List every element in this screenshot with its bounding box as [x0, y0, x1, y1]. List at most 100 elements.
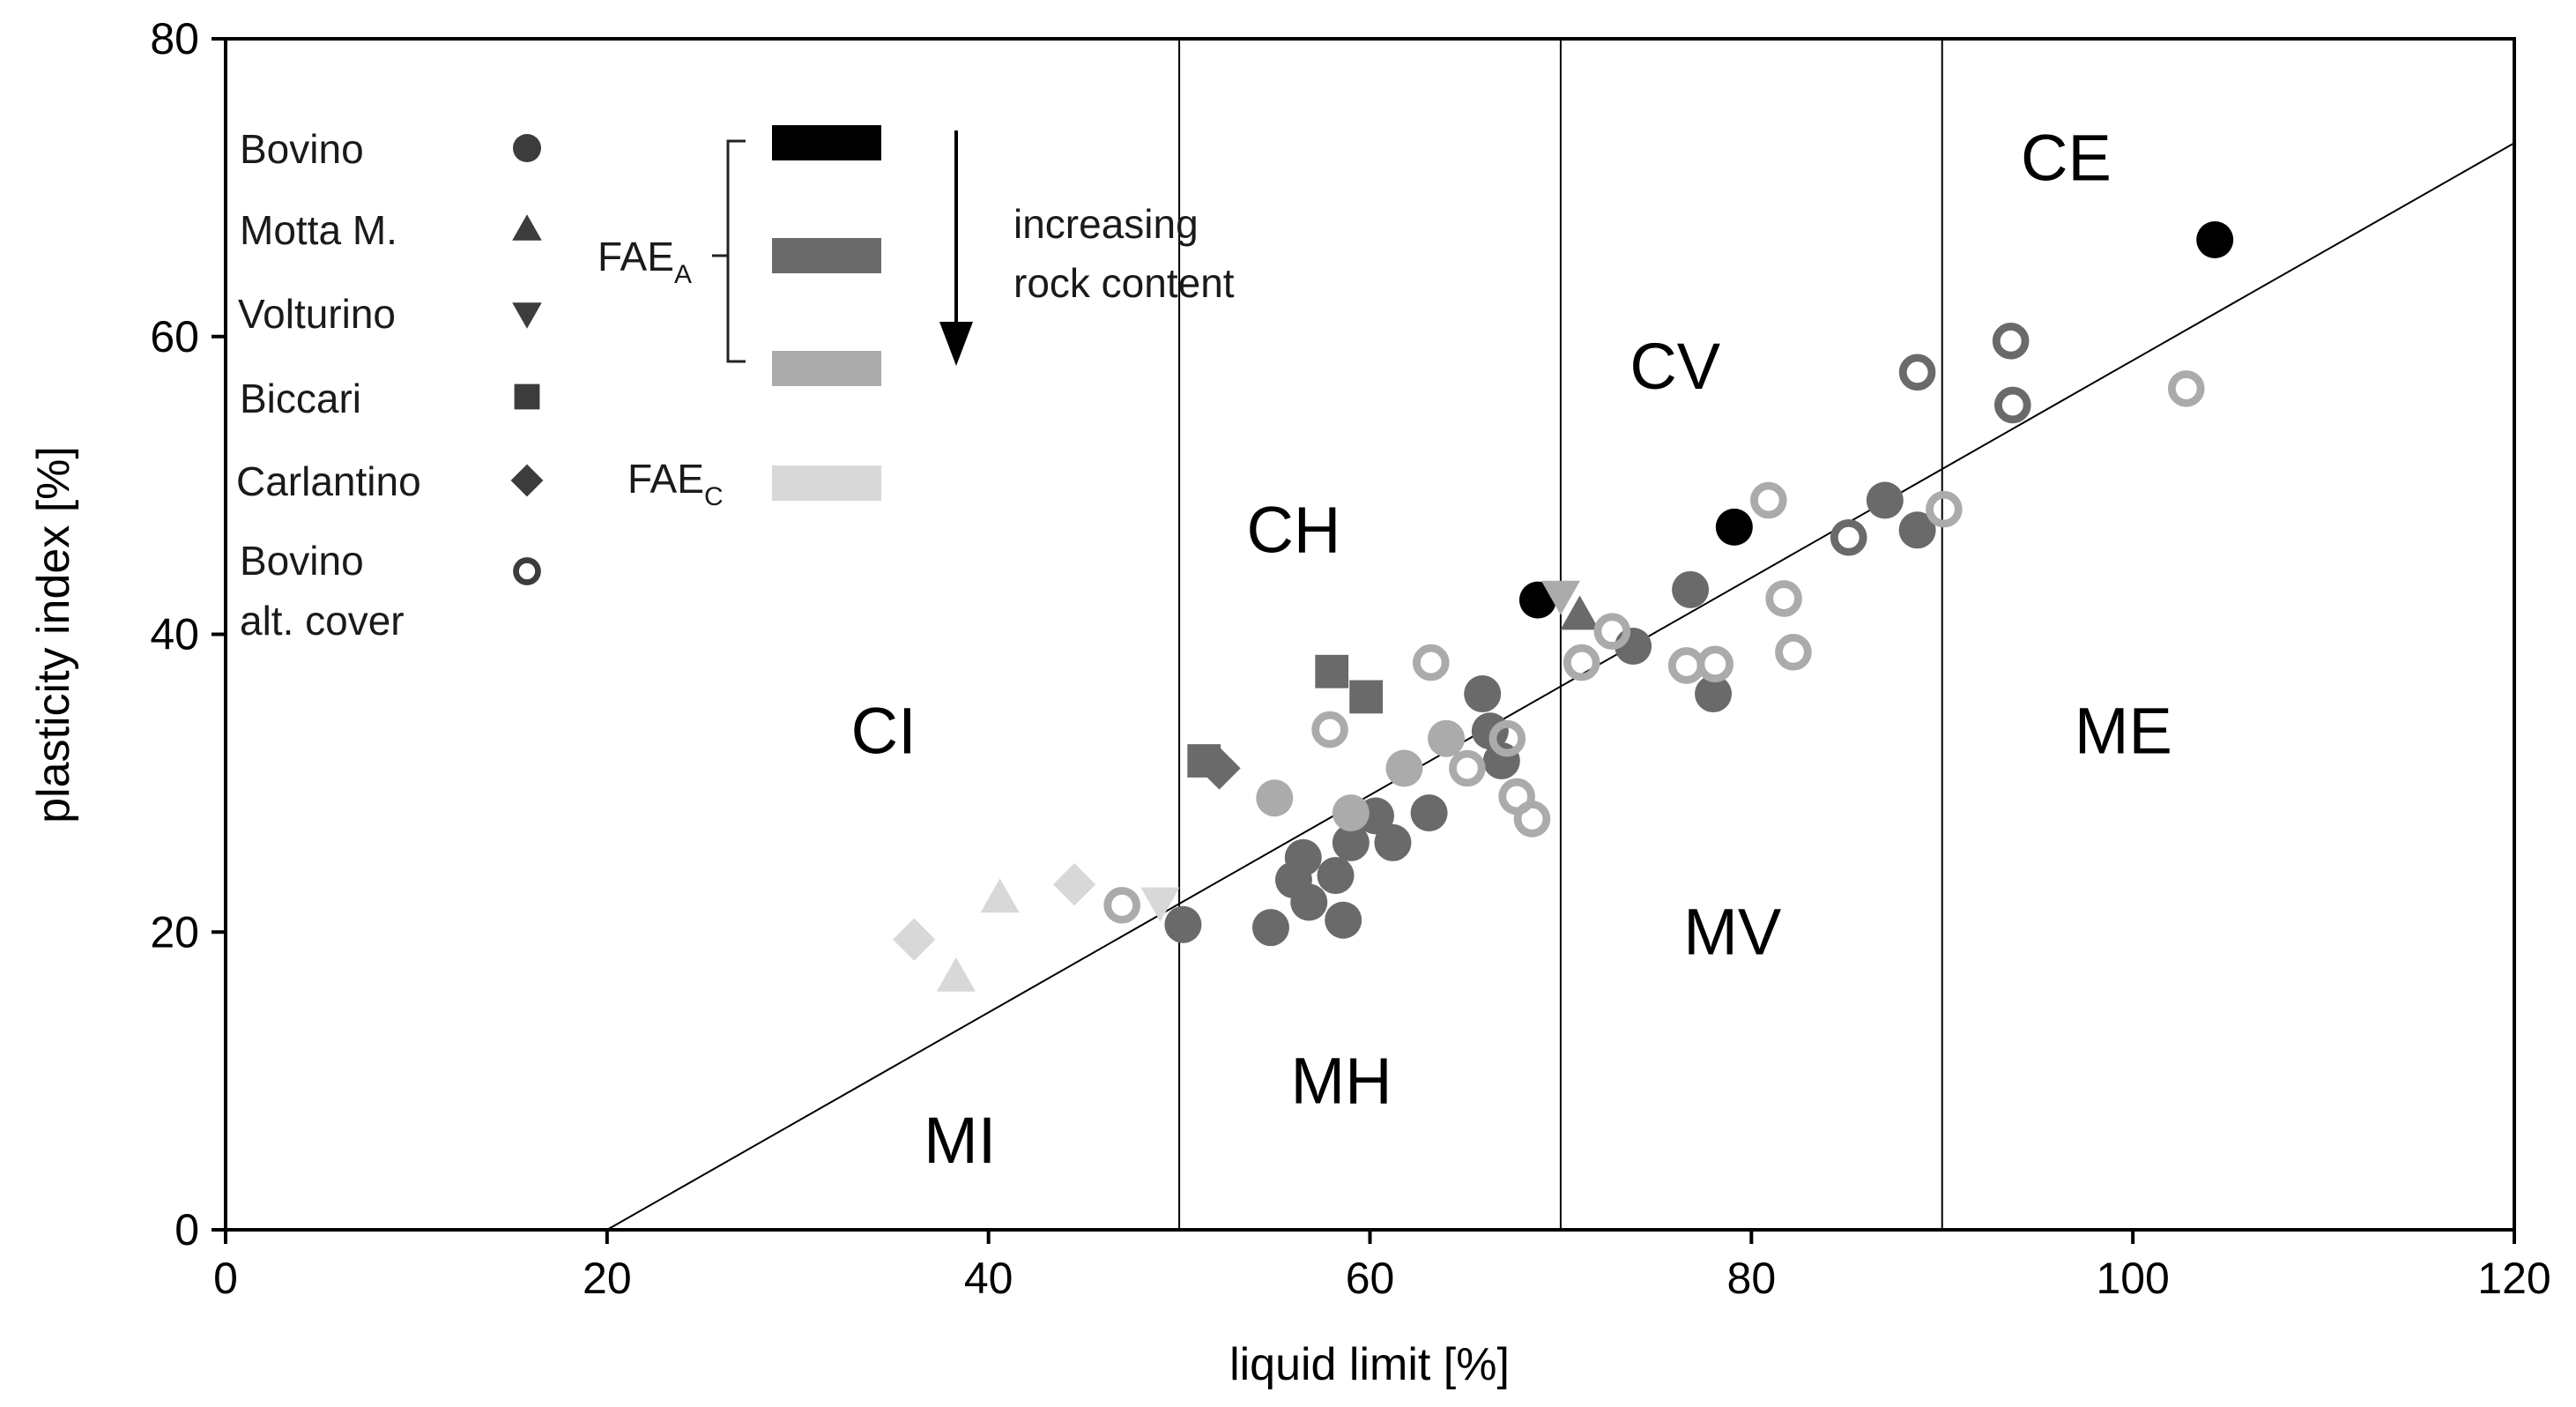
series-carlantino: [893, 747, 1241, 961]
legend: Bovino Motta M. Volturino Biccari Carlan…: [236, 125, 1235, 644]
x-tick-label: 0: [213, 1254, 238, 1303]
legend-group-fae-a: FAEA: [598, 139, 746, 363]
zone-label-mv: MV: [1683, 896, 1782, 969]
legend-label: Carlantino: [236, 458, 421, 504]
y-tick-label: 40: [150, 610, 199, 659]
legend-marker-triangle-up-icon: [512, 214, 542, 241]
y-tick-label: 20: [150, 907, 199, 957]
y-axis-label: plasticity index [%]: [28, 446, 79, 823]
fae-a-main: FAE: [598, 234, 674, 279]
zone-label-ci: CI: [851, 695, 917, 768]
x-tick-label: 80: [1727, 1254, 1777, 1303]
legend-marker-triangle-down-icon: [512, 302, 542, 329]
x-tick-label: 40: [964, 1254, 1013, 1303]
x-tick-label: 100: [2096, 1254, 2169, 1303]
legend-label: Motta M.: [240, 207, 397, 253]
fae-c-main: FAE: [627, 456, 704, 502]
data-point: [1750, 481, 1787, 519]
data-point: [1765, 580, 1802, 617]
data-point: [1563, 644, 1600, 681]
data-point: [1513, 800, 1551, 838]
legend-marker-diamond-icon: [510, 464, 544, 497]
data-point: [1290, 883, 1328, 921]
fae-a-label: FAEA: [598, 234, 692, 289]
data-point: [980, 878, 1020, 913]
data-point: [1992, 323, 2030, 360]
data-point: [1715, 508, 1753, 546]
legend-label-line2: alt. cover: [240, 598, 405, 644]
rock-content-arrow: increasing rock content: [939, 130, 1235, 366]
y-tick-label: 80: [150, 14, 199, 63]
y-tick-label: 60: [150, 312, 199, 361]
data-point: [1866, 481, 1904, 519]
x-tick-label: 120: [2477, 1254, 2550, 1303]
data-point: [1284, 838, 1322, 876]
fae-c-label: FAEC: [627, 456, 724, 511]
zone-label-ch: CH: [1246, 494, 1340, 567]
data-point: [1471, 712, 1509, 750]
legend-item-biccari: Biccari: [240, 376, 361, 421]
data-point: [1488, 719, 1526, 757]
zone-label-ce: CE: [2021, 121, 2112, 194]
data-point: [893, 918, 936, 961]
fae-a-subscript: A: [674, 260, 692, 289]
legend-marker-circle-icon: [513, 557, 541, 585]
data-point: [1428, 719, 1466, 757]
legend-swatch-fae-a-high: [772, 125, 881, 160]
data-point: [1325, 901, 1362, 939]
data-point: [2167, 370, 2205, 407]
zone-label-mi: MI: [924, 1104, 996, 1177]
data-point: [1775, 633, 1812, 671]
data-point: [1593, 613, 1631, 650]
data-point: [1410, 794, 1448, 832]
legend-label: Bovino: [240, 538, 364, 584]
data-point: [1332, 794, 1370, 832]
legend-label: Biccari: [240, 376, 361, 421]
legend-group-fae-c: FAEC: [627, 456, 724, 511]
data-point: [1695, 675, 1733, 713]
legend-item-bovino: Bovino: [240, 126, 364, 172]
legend-marker-square-icon: [514, 383, 540, 410]
legend-label: Bovino: [240, 126, 364, 172]
legend-label: Volturino: [238, 291, 396, 337]
data-point: [1898, 354, 1936, 391]
data-point: [1926, 490, 1963, 528]
data-point: [2196, 220, 2234, 258]
legend-item-bovino-alt-cover: Bovino alt. cover: [240, 538, 405, 644]
series-volturino: [1140, 580, 1580, 922]
data-point: [1412, 644, 1450, 681]
legend-item-motta: Motta M.: [240, 207, 397, 253]
fae-a-bracket: [712, 139, 746, 363]
legend-marker-circle-icon: [513, 134, 541, 162]
data-point: [1317, 857, 1355, 895]
data-point: [1374, 823, 1412, 861]
data-point: [1994, 386, 2031, 424]
x-axis-label: liquid limit [%]: [1229, 1339, 1510, 1390]
data-point: [1198, 747, 1241, 790]
zone-label-me: ME: [2075, 695, 2172, 768]
fae-c-subscript: C: [704, 482, 724, 511]
data-point: [1164, 905, 1202, 943]
x-tick-label: 20: [583, 1254, 632, 1303]
data-point: [1667, 647, 1705, 684]
legend-item-carlantino: Carlantino: [236, 458, 421, 504]
data-point: [1385, 749, 1423, 787]
x-axis: 0 20 40 60 80 100 120: [213, 1230, 2551, 1303]
reference-lines: [606, 39, 2515, 1231]
legend-swatch-fae-a-low: [772, 351, 881, 386]
data-point: [1315, 654, 1349, 689]
series-motta-m-: [936, 595, 1600, 992]
legend-item-volturino: Volturino: [238, 291, 396, 337]
plasticity-zones: CI CH CV CE MI MH MV ME: [851, 121, 2172, 1177]
data-point: [1449, 749, 1486, 787]
data-point: [1103, 887, 1140, 924]
data-point: [1830, 518, 1867, 556]
legend-swatches: [772, 125, 881, 501]
data-point: [1349, 680, 1384, 714]
arrow-text-line2: rock content: [1013, 260, 1235, 306]
data-point: [1696, 645, 1734, 683]
legend-markers: [510, 134, 544, 585]
data-point: [1140, 887, 1180, 922]
data-points: [893, 220, 2234, 992]
